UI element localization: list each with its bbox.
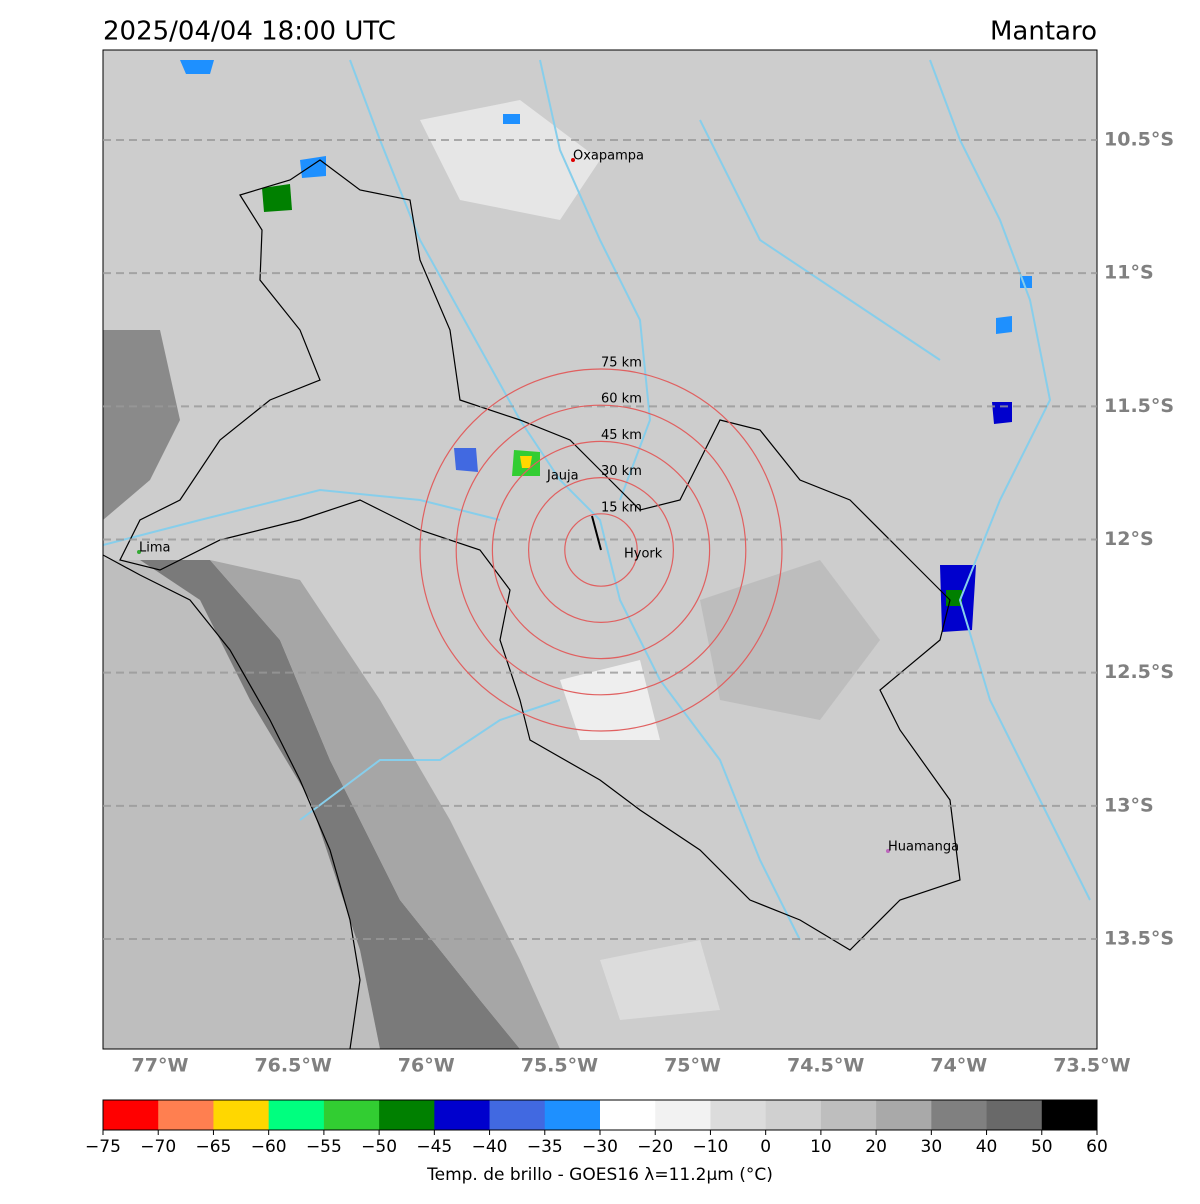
lon-label: 76.5°W — [254, 1055, 331, 1077]
range-ring — [527, 477, 674, 624]
lat-label: 11.5°S — [1104, 395, 1174, 417]
colorbar-swatch — [655, 1100, 711, 1130]
lon-label: 74°W — [930, 1055, 987, 1077]
colorbar-tick-label: 10 — [810, 1137, 832, 1157]
colorbar-swatch — [489, 1100, 546, 1130]
ring-label: 15 km — [601, 500, 642, 515]
colorbar-swatch — [268, 1100, 325, 1130]
colorbar-swatch — [1041, 1100, 1098, 1130]
lon-label: 76°W — [398, 1055, 455, 1077]
colorbar-swatch — [876, 1100, 932, 1130]
colorbar-tick-label: −65 — [195, 1137, 231, 1157]
colorbar-tick-label: −40 — [472, 1137, 508, 1157]
region: Mantaro — [990, 17, 1097, 47]
colorbar-swatch — [379, 1100, 435, 1130]
colorbar-tick-label: 40 — [976, 1137, 998, 1157]
colorbar-swatch — [986, 1100, 1043, 1130]
colorbar-swatch — [820, 1100, 877, 1130]
colorbar-tick-label: 50 — [1031, 1137, 1053, 1157]
colorbar-tick-label: −50 — [361, 1137, 397, 1157]
colorbar-swatch — [323, 1100, 380, 1130]
lat-label: 10.5°S — [1104, 129, 1174, 151]
colorbar-tick-label: 0 — [760, 1137, 771, 1157]
lon-label: 75°W — [664, 1055, 721, 1077]
colorbar-tick-label: −35 — [527, 1137, 563, 1157]
colorbar-swatch — [931, 1100, 988, 1130]
colorbar-tick-label: −75 — [85, 1137, 121, 1157]
colorbar-tick-label: −20 — [637, 1137, 673, 1157]
colorbar-tick-label: 20 — [865, 1137, 887, 1157]
ring-label: 60 km — [601, 392, 642, 407]
lat-label: 13°S — [1104, 794, 1154, 816]
colorbar-swatch — [600, 1100, 656, 1130]
place-dot — [886, 849, 890, 853]
lon-label: 74.5°W — [787, 1055, 864, 1077]
place-label: Huamanga — [888, 840, 959, 855]
ring-label: 30 km — [601, 464, 642, 479]
lon-label: 73.5°W — [1053, 1055, 1130, 1077]
colorbar-swatch — [213, 1100, 270, 1130]
colorbar-tick-label: 30 — [921, 1137, 943, 1157]
range-ring — [419, 368, 783, 732]
colorbar-tick-label: −10 — [692, 1137, 728, 1157]
colorbar-swatch — [765, 1100, 822, 1130]
colorbar-swatch — [544, 1100, 601, 1130]
colorbar-swatch — [158, 1100, 214, 1130]
lon-label: 75.5°W — [521, 1055, 598, 1077]
colorbar-swatch — [434, 1100, 491, 1130]
range-ring — [564, 513, 638, 587]
place-label: Lima — [139, 541, 170, 556]
colorbar-tick-label: 60 — [1086, 1137, 1108, 1157]
range-ring — [455, 404, 747, 696]
colorbar-swatch — [710, 1100, 767, 1130]
ring-label: 45 km — [601, 428, 642, 443]
colorbar-tick-label: −60 — [251, 1137, 287, 1157]
lat-label: 12.5°S — [1104, 661, 1174, 683]
colorbar-swatch — [103, 1100, 159, 1130]
colorbar-tick-label: −30 — [582, 1137, 618, 1157]
lat-label: 13.5°S — [1104, 928, 1174, 950]
lat-label: 12°S — [1104, 528, 1154, 550]
radar-beam — [591, 515, 602, 551]
place-label: Oxapampa — [573, 149, 644, 164]
range-ring — [491, 440, 711, 660]
ring-label: 75 km — [601, 356, 642, 371]
lat-label: 11°S — [1104, 262, 1154, 284]
lon-label: 77°W — [132, 1055, 189, 1077]
map-frame — [102, 49, 1098, 1050]
place-dot — [137, 550, 141, 554]
colorbar-tick-label: −55 — [306, 1137, 342, 1157]
colorbar-tick-label: −45 — [416, 1137, 452, 1157]
place-label: Jauja — [546, 469, 579, 484]
place-label: Hyork — [624, 547, 663, 562]
colorbar-label: Temp. de brillo - GOES16 λ=11.2μm (°C) — [426, 1165, 773, 1185]
place-dot — [571, 158, 575, 162]
satellite-image — [103, 50, 1097, 1049]
title: 2025/04/04 18:00 UTC — [103, 17, 396, 47]
colorbar-tick-label: −70 — [140, 1137, 176, 1157]
